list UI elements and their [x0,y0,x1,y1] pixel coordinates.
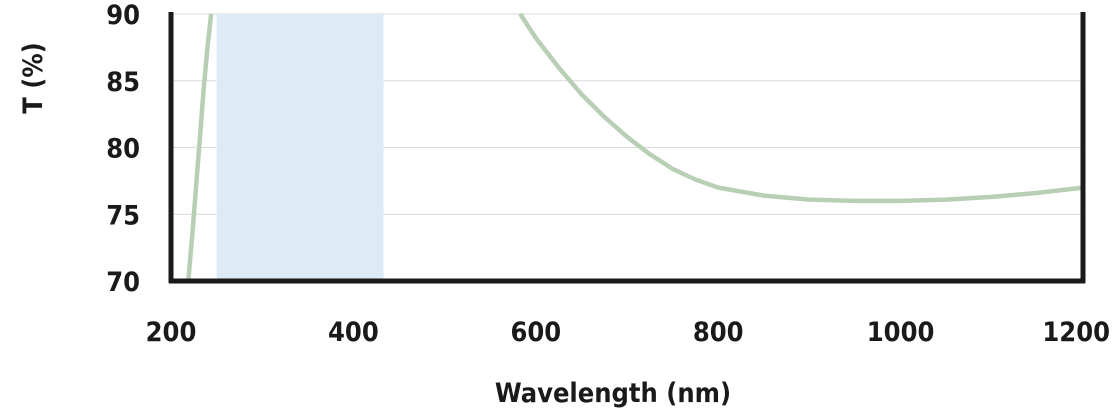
x-tick-label-200: 200 [146,317,197,348]
x-tick-label-600: 600 [510,317,561,348]
x-tick-label-1000: 1000 [867,317,935,348]
x-tick-label-800: 800 [693,317,744,348]
y-tick-label-85: 85 [106,67,140,98]
y-tick-label-70: 70 [106,267,140,298]
transmission-curve-segment-2 [518,12,1084,204]
transmission-curve-segment-1 [186,13,214,282]
x-tick-label-400: 400 [328,317,379,348]
highlight-band [216,14,384,281]
y-axis-title: T (%) [18,42,49,114]
highlight-band-layer [216,14,384,281]
y-tick-label-80: 80 [106,134,140,165]
x-axis-title: Wavelength (nm) [495,378,731,409]
axes [168,12,1086,284]
y-tick-label-75: 75 [106,200,140,231]
y-tick-labels: 70 75 80 85 90 [106,0,140,298]
x-tick-labels: 200 400 600 800 1000 1200 [146,317,1110,348]
y-tick-label-90: 90 [106,0,140,31]
x-tick-label-1200: 1200 [1042,317,1110,348]
series-layer [186,12,1084,282]
